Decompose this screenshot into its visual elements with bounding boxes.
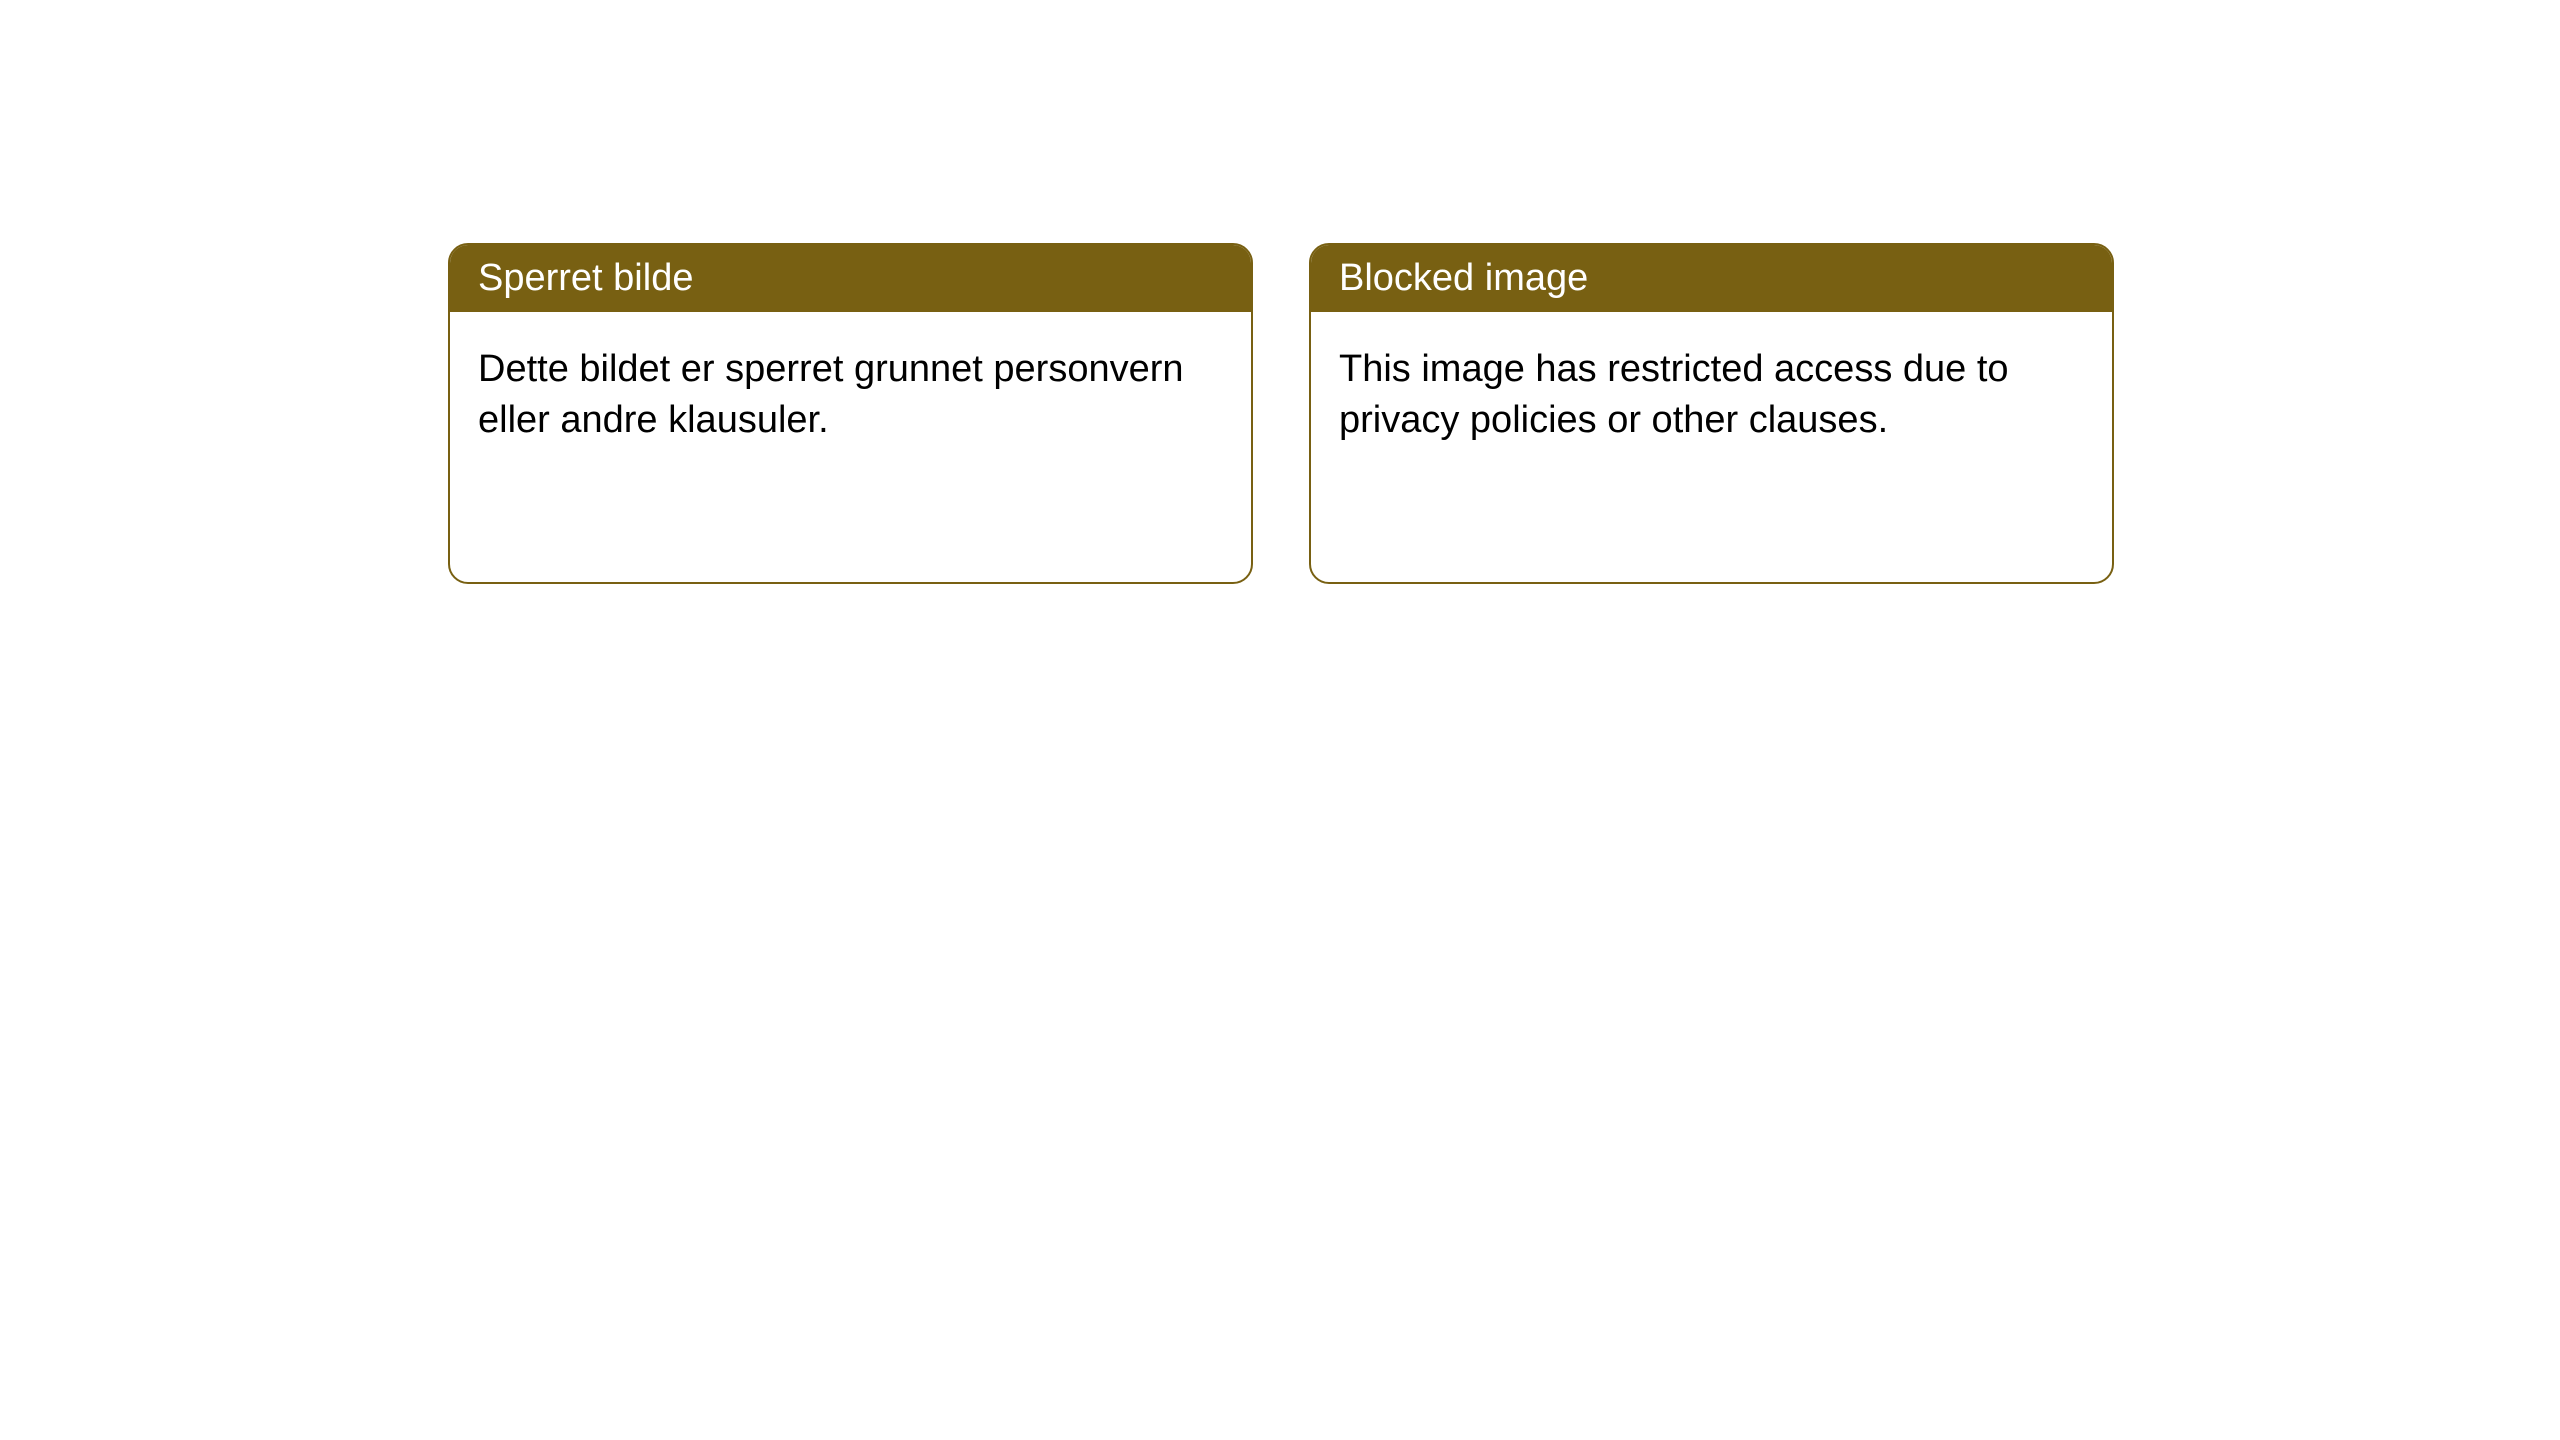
card-header: Sperret bilde: [450, 245, 1251, 312]
card-body: Dette bildet er sperret grunnet personve…: [450, 312, 1251, 479]
card-body: This image has restricted access due to …: [1311, 312, 2112, 479]
card-header: Blocked image: [1311, 245, 2112, 312]
notice-cards-row: Sperret bilde Dette bildet er sperret gr…: [448, 243, 2114, 584]
notice-card-english: Blocked image This image has restricted …: [1309, 243, 2114, 584]
notice-card-norwegian: Sperret bilde Dette bildet er sperret gr…: [448, 243, 1253, 584]
